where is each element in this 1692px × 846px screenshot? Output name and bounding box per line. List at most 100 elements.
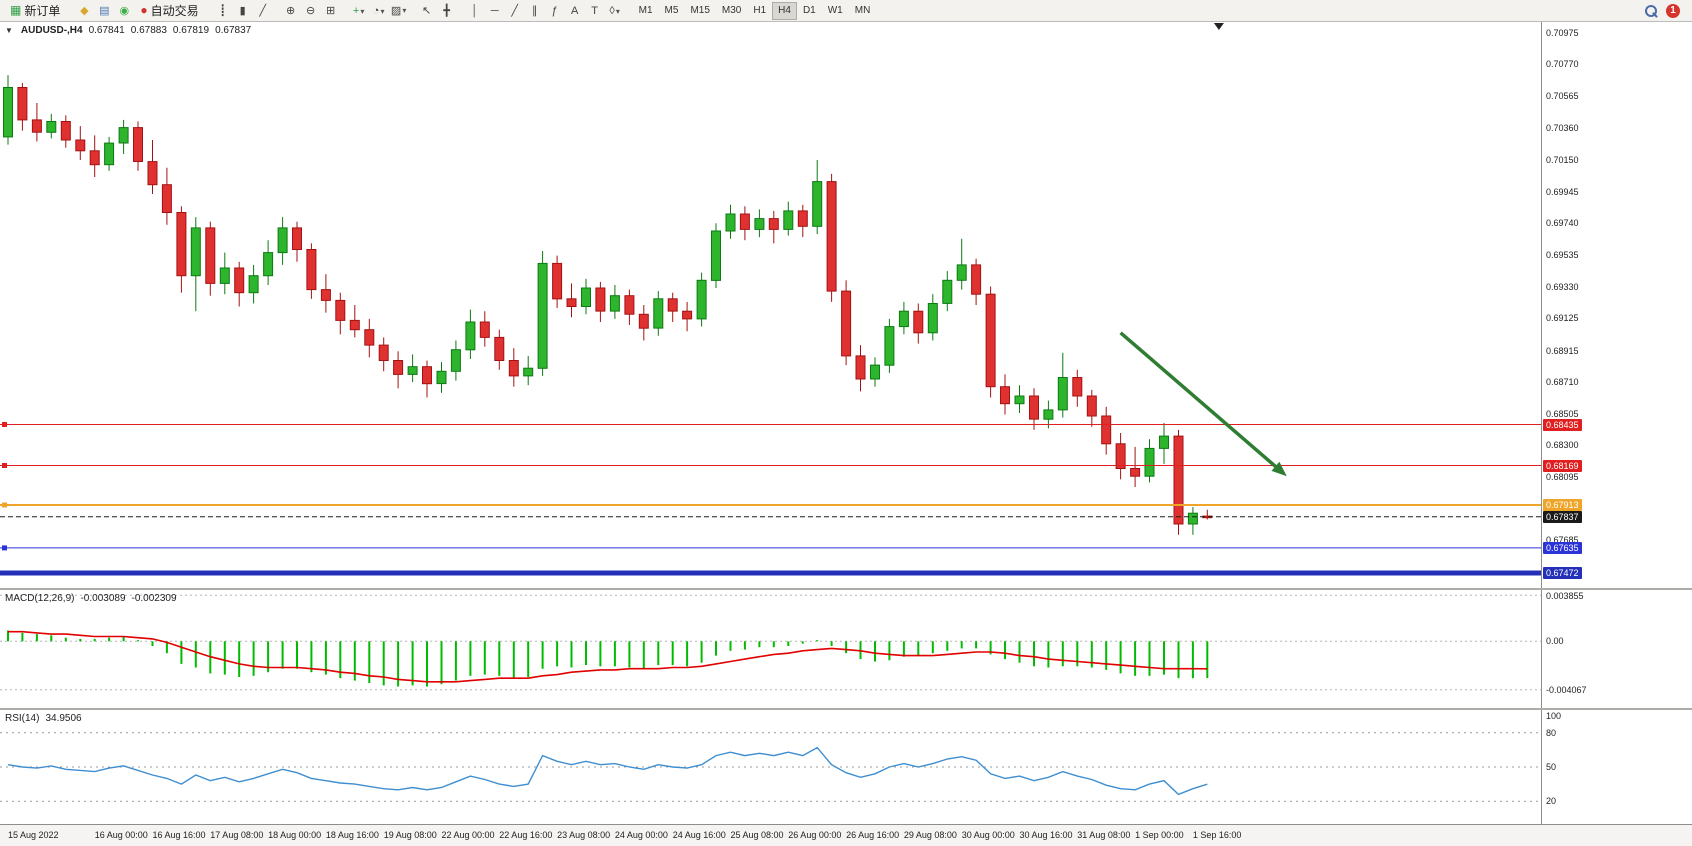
timeframe-MN[interactable]: MN (849, 2, 877, 20)
new-order-icon: ▦ (10, 3, 22, 17)
bar-chart-icon: ┋ (219, 5, 226, 17)
rsi-panel-row: RSI(14) 34.9506 100 80 50 20 (0, 710, 1692, 824)
navigator-button[interactable]: ▤ (94, 1, 114, 20)
time-axis-label: 19 Aug 08:00 (383, 830, 437, 840)
hline-price-badge[interactable]: 0.67635 (1543, 541, 1582, 554)
hline-price-badge[interactable]: 0.67472 (1543, 567, 1582, 579)
collapse-chart-icon[interactable]: ▼ (5, 26, 13, 35)
time-axis-label: 30 Aug 16:00 (1019, 830, 1073, 840)
text-label-button[interactable]: T (585, 2, 605, 21)
macd-label: MACD(12,26,9) -0.003089 -0.002309 (5, 593, 177, 604)
time-axis[interactable]: 15 Aug 2022 16 Aug 00:00 16 Aug 16:00 17 Au… (0, 825, 1542, 846)
chart-title: ▼ AUDUSD-,H4 0.67841 0.67883 0.67819 0.6… (5, 25, 251, 36)
timeframe-M5[interactable]: M5 (659, 2, 685, 20)
candlestick-chart-canvas[interactable] (0, 22, 1542, 588)
market-watch-button[interactable]: ◆ (74, 1, 94, 20)
price-axis-label: 0.69740 (1546, 218, 1579, 229)
chart-symbol-period: AUDUSD-,H4 (20, 25, 83, 36)
ohlc-high: 0.67883 (130, 25, 167, 36)
rsi-axis-label: 50 (1546, 762, 1557, 772)
current-price-badge: 0.67837 (1543, 510, 1582, 523)
chevron-down-icon: ▾ (360, 6, 365, 16)
ohlc-close: 0.67837 (215, 25, 252, 36)
price-axis-label: 0.69535 (1546, 249, 1579, 260)
new-order-label: 新订单 (24, 3, 61, 18)
auto-trading-button[interactable]: ● 自动交易 (134, 1, 204, 20)
chevron-down-icon: ▾ (615, 6, 620, 16)
macd-canvas[interactable] (0, 590, 1542, 708)
timeframe-H1[interactable]: H1 (747, 2, 772, 20)
rsi-label: RSI(14) 34.9506 (5, 713, 82, 724)
search-icon[interactable] (1644, 4, 1658, 18)
timeframe-M15[interactable]: M15 (684, 2, 715, 20)
rsi-axis-label: 20 (1546, 796, 1557, 807)
main-chart-row: ▼ AUDUSD-,H4 0.67841 0.67883 0.67819 0.6… (0, 22, 1692, 588)
hline-price-badge[interactable]: 0.67913 (1543, 499, 1582, 511)
rsi-axis-label: 80 (1546, 727, 1557, 738)
hline-price-badge[interactable]: 0.68169 (1543, 459, 1582, 472)
macd-plot[interactable]: MACD(12,26,9) -0.003089 -0.002309 (0, 590, 1542, 708)
rsi-axis-label: 100 (1546, 711, 1562, 721)
time-axis-label: 1 Sep 16:00 (1192, 830, 1242, 840)
zoom-in-icon: ⊕ (286, 5, 296, 17)
trendline-icon: ╱ (511, 5, 518, 17)
rsi-plot[interactable]: RSI(14) 34.9506 (0, 710, 1542, 824)
tile-windows-button[interactable]: ⊞ (321, 1, 341, 20)
price-axis-label: 0.67685 (1546, 535, 1579, 546)
text-button[interactable]: A (565, 2, 585, 21)
time-axis-label: 29 Aug 08:00 (903, 830, 957, 840)
main-chart-plot[interactable]: ▼ AUDUSD-,H4 0.67841 0.67883 0.67819 0.6… (0, 22, 1542, 588)
time-axis-label: 24 Aug 00:00 (614, 830, 668, 840)
new-order-button[interactable]: ▦ 新订单 (4, 1, 66, 20)
timeframe-D1[interactable]: D1 (797, 2, 822, 20)
timeframe-M1[interactable]: M1 (633, 2, 659, 20)
bar-chart-button[interactable]: ┋ (213, 1, 233, 20)
zoom-in-button[interactable]: ⊕ (281, 1, 301, 20)
text-icon: A (570, 5, 579, 17)
shapes-button[interactable]: ◊ ▾ (605, 2, 625, 21)
indicators-button[interactable]: + ▾ (349, 2, 369, 21)
macd-value-main: -0.003089 (80, 593, 126, 604)
timeframe-W1[interactable]: W1 (822, 2, 849, 20)
price-axis[interactable]: 0.70975 0.70770 0.70565 0.70360 0.70150 0.699… (1542, 22, 1692, 588)
price-axis-label: 0.70975 (1546, 27, 1579, 38)
price-axis-label: 0.70770 (1546, 59, 1579, 70)
cursor-icon: ↖ (422, 5, 432, 17)
crosshair-button[interactable]: ╋ (437, 1, 457, 20)
text-label-icon: T (591, 5, 598, 17)
cursor-button[interactable]: ↖ (417, 1, 437, 20)
zoom-out-button[interactable]: ⊖ (301, 1, 321, 20)
price-axis-label: 0.68710 (1546, 377, 1579, 388)
vertical-line-icon: │ (471, 5, 479, 17)
ohlc-low: 0.67819 (172, 25, 210, 36)
timeframe-H4[interactable]: H4 (772, 1, 797, 20)
panel-splitter[interactable] (0, 588, 1692, 590)
price-axis-label: 0.68505 (1546, 408, 1579, 419)
periods-button[interactable]: ◔ ▾ (369, 2, 389, 21)
price-axis-label: 0.70565 (1546, 91, 1579, 101)
indicators-icon: + (352, 5, 360, 17)
equidistant-channel-button[interactable]: ∥ (525, 1, 545, 20)
terminal-icon: ◉ (119, 5, 130, 17)
fibonacci-button[interactable]: ƒ (545, 2, 565, 21)
macd-name: MACD(12,26,9) (5, 593, 75, 604)
macd-axis[interactable]: 0.003855 0.00 -0.004067 (1542, 590, 1692, 708)
hline-price-badge[interactable]: 0.68435 (1543, 418, 1582, 431)
rsi-axis[interactable]: 100 80 50 20 (1542, 710, 1692, 824)
trendline-button[interactable]: ╱ (505, 1, 525, 20)
templates-button[interactable]: ▨ ▾ (389, 1, 409, 20)
notification-badge[interactable]: 1 (1666, 3, 1680, 18)
terminal-button[interactable]: ◉ (114, 1, 134, 20)
chevron-down-icon: ▾ (402, 6, 407, 15)
macd-panel-row: MACD(12,26,9) -0.003089 -0.002309 0.0038… (0, 590, 1692, 708)
macd-axis-label: -0.004067 (1546, 684, 1587, 695)
horizontal-line-button[interactable]: ─ (485, 2, 505, 21)
auto-trading-label: 自动交易 (150, 3, 199, 18)
vertical-line-button[interactable]: │ (465, 2, 485, 21)
panel-splitter[interactable] (0, 708, 1692, 710)
rsi-canvas[interactable] (0, 710, 1542, 824)
candlestick-chart-button[interactable]: ▮ (233, 1, 253, 20)
timeframe-M30[interactable]: M30 (716, 2, 747, 20)
line-chart-button[interactable]: ╱ (253, 1, 273, 20)
